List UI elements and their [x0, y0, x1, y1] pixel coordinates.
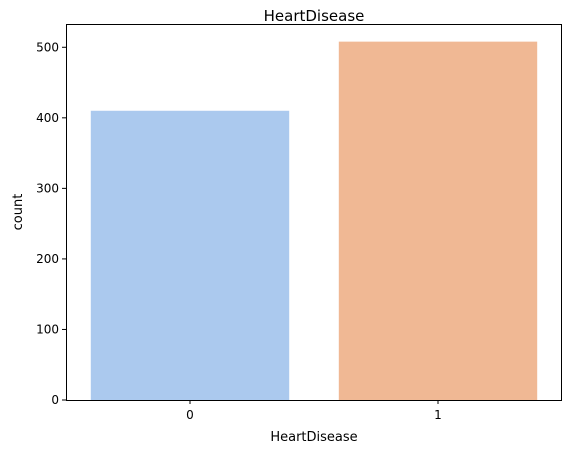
y-axis-label: count: [11, 194, 26, 231]
x-tick-label: 1: [434, 408, 442, 422]
chart-title: HeartDisease: [264, 7, 365, 25]
x-tick-label: 0: [186, 408, 194, 422]
bar-1: [338, 41, 538, 401]
y-tick-label: 500: [36, 40, 59, 54]
bars-layer: [90, 41, 538, 401]
x-axis-label: HeartDisease: [270, 430, 357, 445]
y-tick-label: 300: [36, 181, 59, 195]
y-tick-label: 100: [36, 322, 59, 336]
y-tick-label: 200: [36, 252, 59, 266]
bar-0: [90, 110, 290, 401]
y-tick-label: 0: [51, 393, 59, 407]
y-tick-label: 400: [36, 111, 59, 125]
y-axis: 0 100 200 300 400 500: [36, 40, 66, 407]
